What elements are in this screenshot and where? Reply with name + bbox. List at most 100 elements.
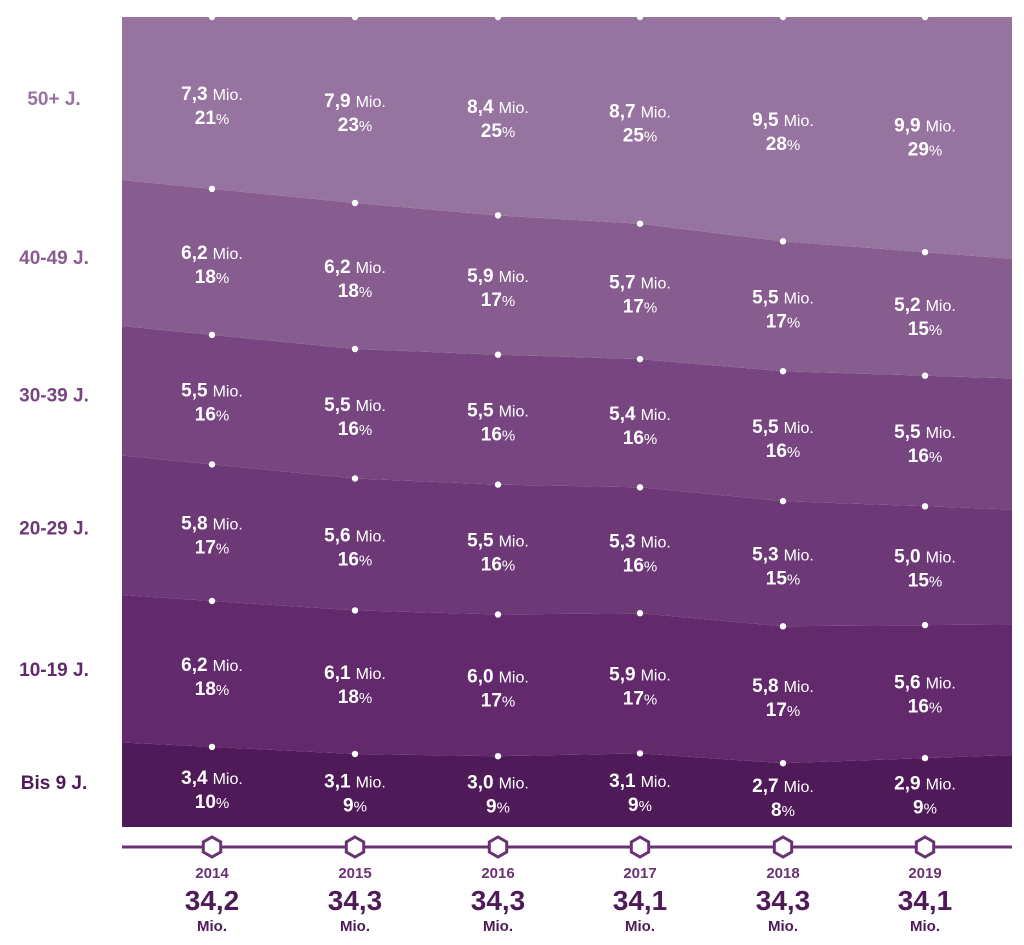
value-label-bis-9-j-: 2,9 Mio. — [894, 774, 956, 795]
boundary-dot — [921, 249, 929, 256]
percent-label-20-29-j-: 16% — [481, 555, 515, 576]
value-label-10-19-j-: 5,8 Mio. — [752, 676, 814, 697]
timeline-hexagon — [201, 835, 223, 859]
percent-label-30-39-j-: 16% — [338, 419, 372, 440]
percent-label-bis-9-j-: 10% — [195, 792, 229, 813]
percent-label-bis-9-j-: 9% — [628, 795, 652, 816]
boundary-dot — [208, 461, 216, 468]
timeline-hexagon — [772, 835, 794, 859]
x-tick-label: 2018 — [766, 865, 799, 882]
value-label-30-39-j-: 5,5 Mio. — [894, 422, 956, 443]
percent-label-50-j-: 29% — [908, 140, 942, 161]
boundary-dot — [494, 753, 502, 760]
percent-label-20-29-j-: 17% — [195, 538, 229, 559]
x-axis: 2014 2015 2016 2017 2018 2019 34,2 Mio. 34,3 Mio… — [122, 835, 1012, 935]
percent-label-20-29-j-: 16% — [623, 555, 657, 576]
boundary-dot — [779, 760, 787, 767]
boundary-dot — [636, 610, 644, 617]
total-unit: Mio. — [768, 918, 798, 935]
value-label-20-29-j-: 5,8 Mio. — [181, 514, 243, 535]
value-label-20-29-j-: 5,3 Mio. — [609, 531, 671, 552]
boundary-dot — [636, 13, 644, 21]
boundary-markers — [208, 13, 929, 767]
percent-label-30-39-j-: 16% — [766, 441, 800, 462]
percent-label-10-19-j-: 16% — [908, 697, 942, 718]
value-label-10-19-j-: 5,6 Mio. — [894, 673, 956, 694]
value-label-10-19-j-: 6,1 Mio. — [324, 663, 386, 684]
boundary-dot — [208, 743, 216, 751]
x-tick-label: 2019 — [908, 865, 941, 882]
value-label-40-49-j-: 5,5 Mio. — [752, 287, 814, 308]
x-tick-label: 2014 — [195, 865, 229, 882]
boundary-dot — [636, 484, 644, 491]
percent-label-10-19-j-: 18% — [338, 687, 372, 708]
legend-label-10-19-j-: 10-19 J. — [19, 660, 89, 681]
boundary-dot — [208, 13, 216, 21]
value-label-bis-9-j-: 3,0 Mio. — [467, 773, 529, 794]
percent-label-10-19-j-: 18% — [195, 679, 229, 700]
total-unit: Mio. — [910, 918, 940, 935]
value-label-50-j-: 8,4 Mio. — [467, 97, 529, 118]
percent-label-20-29-j-: 15% — [766, 569, 800, 590]
legend-label-40-49-j-: 40-49 J. — [19, 248, 89, 269]
percent-label-50-j-: 28% — [766, 134, 800, 155]
value-label-50-j-: 8,7 Mio. — [609, 101, 671, 122]
value-label-10-19-j-: 5,9 Mio. — [609, 664, 671, 685]
value-label-50-j-: 9,5 Mio. — [752, 110, 814, 131]
area-20-29-j- — [122, 455, 1012, 627]
boundary-dot — [494, 611, 502, 618]
total-labels: 34,2 Mio. 34,3 Mio. 34,3 Mio. 34,1 Mio. 34,3 Mio.… — [185, 885, 953, 935]
percent-label-40-49-j-: 18% — [338, 281, 372, 302]
total-value: 34,2 — [185, 885, 240, 916]
legend-label-30-39-j-: 30-39 J. — [19, 386, 89, 407]
percent-label-30-39-j-: 16% — [908, 446, 942, 467]
percent-label-20-29-j-: 16% — [338, 549, 372, 570]
boundary-dot — [921, 13, 929, 21]
percent-label-bis-9-j-: 9% — [913, 798, 937, 819]
value-label-40-49-j-: 5,2 Mio. — [894, 295, 956, 316]
boundary-dot — [921, 372, 929, 379]
percent-label-30-39-j-: 16% — [623, 428, 657, 449]
boundary-dot — [636, 355, 644, 363]
boundary-dot — [779, 497, 787, 505]
boundary-dot — [208, 597, 216, 605]
x-tick-labels: 2014 2015 2016 2017 2018 2019 — [195, 865, 941, 882]
boundary-dot — [494, 351, 502, 358]
value-label-bis-9-j-: 3,1 Mio. — [324, 772, 386, 793]
percent-label-30-39-j-: 16% — [195, 405, 229, 426]
boundary-dot — [636, 750, 644, 757]
value-label-40-49-j-: 5,9 Mio. — [467, 266, 529, 287]
x-tick-label: 2016 — [481, 865, 514, 882]
timeline-hexagon — [487, 835, 509, 859]
value-label-30-39-j-: 5,4 Mio. — [609, 404, 671, 425]
boundary-dot — [351, 475, 359, 482]
boundary-dot — [779, 13, 787, 21]
value-label-40-49-j-: 5,7 Mio. — [609, 272, 671, 293]
percent-label-10-19-j-: 17% — [766, 700, 800, 721]
percent-label-40-49-j-: 18% — [195, 267, 229, 288]
legend-label-bis-9-j-: Bis 9 J. — [21, 773, 88, 794]
age-group-labels: Bis 9 J. 10-19 J. 20-29 J. 30-39 J. 40-49 J.… — [19, 89, 89, 794]
total-unit: Mio. — [483, 918, 513, 935]
total-unit: Mio. — [625, 918, 655, 935]
percent-label-50-j-: 25% — [623, 125, 657, 146]
percent-label-bis-9-j-: 9% — [343, 796, 367, 817]
legend-label-20-29-j-: 20-29 J. — [19, 519, 89, 540]
boundary-dot — [779, 623, 787, 630]
percent-label-40-49-j-: 15% — [908, 319, 942, 340]
boundary-dot — [351, 13, 359, 21]
percent-label-50-j-: 25% — [481, 121, 515, 142]
value-label-20-29-j-: 5,6 Mio. — [324, 525, 386, 546]
area-bis-9-j- — [122, 742, 1012, 827]
x-tick-label: 2017 — [623, 865, 656, 882]
value-label-10-19-j-: 6,0 Mio. — [467, 666, 529, 687]
boundary-dot — [208, 185, 216, 193]
value-label-bis-9-j-: 3,4 Mio. — [181, 768, 243, 789]
value-label-20-29-j-: 5,5 Mio. — [467, 531, 529, 552]
timeline-markers — [201, 835, 936, 859]
total-value: 34,3 — [471, 885, 526, 916]
percent-label-bis-9-j-: 9% — [486, 797, 510, 818]
value-label-30-39-j-: 5,5 Mio. — [324, 395, 386, 416]
value-label-50-j-: 7,3 Mio. — [181, 84, 243, 105]
